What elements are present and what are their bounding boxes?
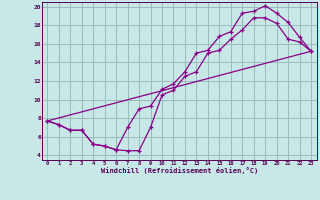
X-axis label: Windchill (Refroidissement éolien,°C): Windchill (Refroidissement éolien,°C): [100, 167, 258, 174]
